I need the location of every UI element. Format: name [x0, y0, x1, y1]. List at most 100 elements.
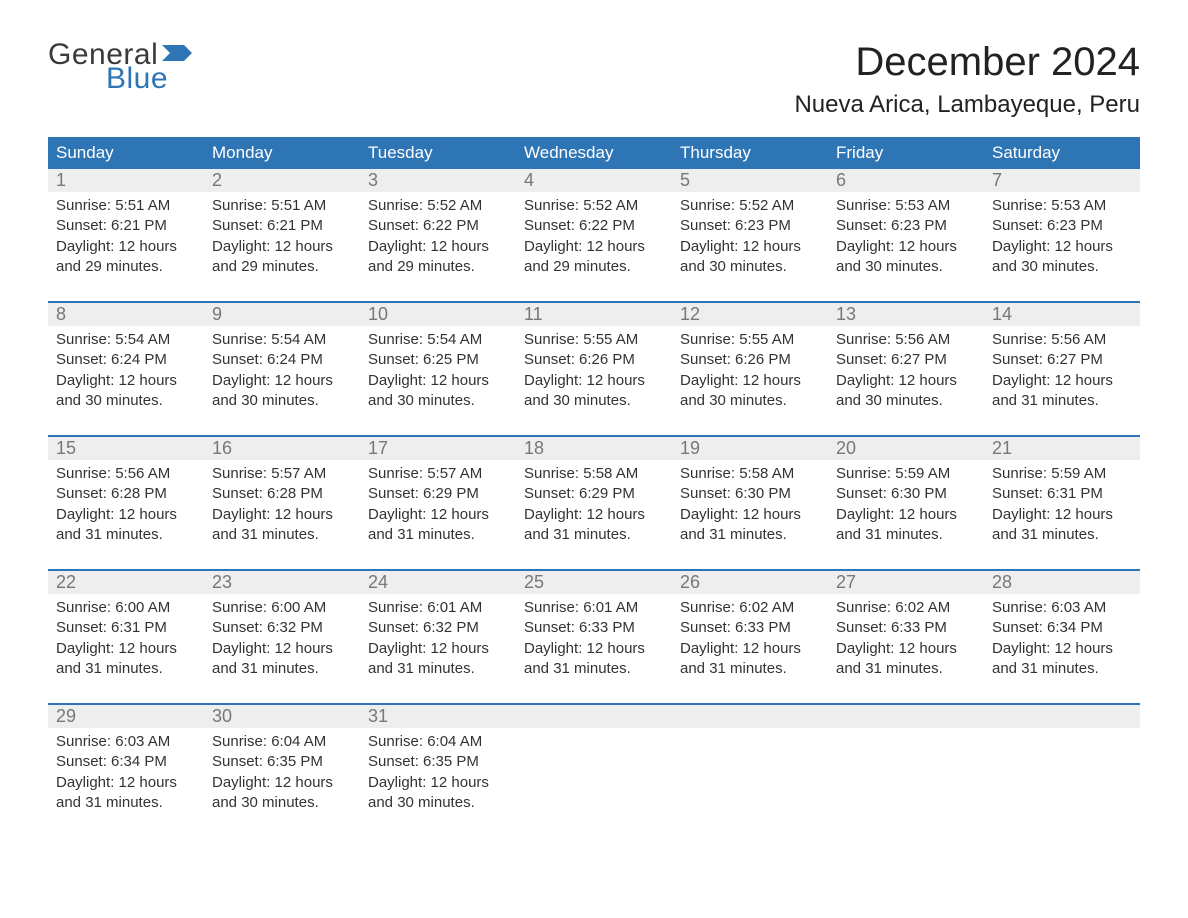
sunset-line: Sunset: 6:23 PM — [992, 216, 1132, 236]
daylight-line-1: Daylight: 12 hours — [56, 505, 196, 525]
day-cell: Sunrise: 5:57 AMSunset: 6:29 PMDaylight:… — [360, 460, 516, 555]
day-cell: Sunrise: 5:52 AMSunset: 6:22 PMDaylight:… — [516, 192, 672, 287]
sunrise-line: Sunrise: 5:55 AM — [680, 330, 820, 350]
daylight-line-2: and 31 minutes. — [56, 793, 196, 813]
day-cell: Sunrise: 5:54 AMSunset: 6:25 PMDaylight:… — [360, 326, 516, 421]
daylight-line-2: and 30 minutes. — [368, 793, 508, 813]
day-number: 12 — [672, 303, 828, 326]
week-row: 22232425262728Sunrise: 6:00 AMSunset: 6:… — [48, 569, 1140, 689]
sunrise-line: Sunrise: 5:56 AM — [836, 330, 976, 350]
sunrise-line: Sunrise: 5:57 AM — [368, 464, 508, 484]
daylight-line-1: Daylight: 12 hours — [992, 639, 1132, 659]
daynum-row: 1234567 — [48, 169, 1140, 192]
sunset-line: Sunset: 6:30 PM — [680, 484, 820, 504]
sunset-line: Sunset: 6:29 PM — [368, 484, 508, 504]
dow-label: Saturday — [984, 137, 1140, 169]
week-row: 15161718192021Sunrise: 5:56 AMSunset: 6:… — [48, 435, 1140, 555]
daylight-line-1: Daylight: 12 hours — [680, 639, 820, 659]
daylight-line-1: Daylight: 12 hours — [212, 639, 352, 659]
day-cell: Sunrise: 5:56 AMSunset: 6:28 PMDaylight:… — [48, 460, 204, 555]
logo-text-blue: Blue — [106, 64, 196, 94]
day-number: 31 — [360, 705, 516, 728]
day-cell: Sunrise: 6:04 AMSunset: 6:35 PMDaylight:… — [360, 728, 516, 823]
daylight-line-2: and 31 minutes. — [56, 525, 196, 545]
sunrise-line: Sunrise: 6:03 AM — [992, 598, 1132, 618]
sunrise-line: Sunrise: 5:56 AM — [992, 330, 1132, 350]
day-cell: Sunrise: 5:58 AMSunset: 6:30 PMDaylight:… — [672, 460, 828, 555]
daylight-line-2: and 31 minutes. — [992, 391, 1132, 411]
day-cell: Sunrise: 5:54 AMSunset: 6:24 PMDaylight:… — [204, 326, 360, 421]
sunset-line: Sunset: 6:24 PM — [56, 350, 196, 370]
sunset-line: Sunset: 6:33 PM — [680, 618, 820, 638]
day-cell: Sunrise: 5:52 AMSunset: 6:23 PMDaylight:… — [672, 192, 828, 287]
day-number — [516, 705, 672, 728]
sunrise-line: Sunrise: 6:03 AM — [56, 732, 196, 752]
dow-label: Sunday — [48, 137, 204, 169]
daylight-line-1: Daylight: 12 hours — [212, 505, 352, 525]
daylight-line-1: Daylight: 12 hours — [212, 371, 352, 391]
day-number: 29 — [48, 705, 204, 728]
sunset-line: Sunset: 6:34 PM — [56, 752, 196, 772]
sunset-line: Sunset: 6:23 PM — [680, 216, 820, 236]
sunrise-line: Sunrise: 5:59 AM — [836, 464, 976, 484]
daynum-row: 15161718192021 — [48, 437, 1140, 460]
day-cell: Sunrise: 5:51 AMSunset: 6:21 PMDaylight:… — [204, 192, 360, 287]
daylight-line-1: Daylight: 12 hours — [368, 237, 508, 257]
day-number: 24 — [360, 571, 516, 594]
sunset-line: Sunset: 6:30 PM — [836, 484, 976, 504]
week-row: 891011121314Sunrise: 5:54 AMSunset: 6:24… — [48, 301, 1140, 421]
daylight-line-1: Daylight: 12 hours — [56, 371, 196, 391]
daylight-line-2: and 31 minutes. — [368, 525, 508, 545]
day-number — [984, 705, 1140, 728]
daylight-line-1: Daylight: 12 hours — [680, 237, 820, 257]
day-number: 16 — [204, 437, 360, 460]
day-number: 13 — [828, 303, 984, 326]
daylight-line-2: and 30 minutes. — [56, 391, 196, 411]
title-block: December 2024 Nueva Arica, Lambayeque, P… — [794, 40, 1140, 119]
daylight-line-2: and 31 minutes. — [212, 659, 352, 679]
sunrise-line: Sunrise: 6:02 AM — [680, 598, 820, 618]
calendar: SundayMondayTuesdayWednesdayThursdayFrid… — [48, 137, 1140, 823]
day-cell: Sunrise: 6:01 AMSunset: 6:33 PMDaylight:… — [516, 594, 672, 689]
sunset-line: Sunset: 6:21 PM — [212, 216, 352, 236]
day-cell: Sunrise: 5:53 AMSunset: 6:23 PMDaylight:… — [984, 192, 1140, 287]
sunset-line: Sunset: 6:23 PM — [836, 216, 976, 236]
daylight-line-1: Daylight: 12 hours — [56, 237, 196, 257]
day-number: 8 — [48, 303, 204, 326]
day-cell — [828, 728, 984, 823]
daynum-row: 891011121314 — [48, 303, 1140, 326]
sunset-line: Sunset: 6:27 PM — [992, 350, 1132, 370]
day-number: 28 — [984, 571, 1140, 594]
day-number: 2 — [204, 169, 360, 192]
sunset-line: Sunset: 6:26 PM — [680, 350, 820, 370]
daylight-line-1: Daylight: 12 hours — [524, 639, 664, 659]
day-number: 1 — [48, 169, 204, 192]
daylight-line-2: and 30 minutes. — [212, 391, 352, 411]
day-number: 27 — [828, 571, 984, 594]
daylight-line-1: Daylight: 12 hours — [524, 371, 664, 391]
daylight-line-1: Daylight: 12 hours — [524, 505, 664, 525]
day-cell: Sunrise: 5:59 AMSunset: 6:31 PMDaylight:… — [984, 460, 1140, 555]
daylight-line-1: Daylight: 12 hours — [680, 371, 820, 391]
day-number: 5 — [672, 169, 828, 192]
sunset-line: Sunset: 6:35 PM — [368, 752, 508, 772]
sunset-line: Sunset: 6:26 PM — [524, 350, 664, 370]
day-number: 9 — [204, 303, 360, 326]
dow-label: Friday — [828, 137, 984, 169]
sunrise-line: Sunrise: 5:56 AM — [56, 464, 196, 484]
day-number: 21 — [984, 437, 1140, 460]
dow-row: SundayMondayTuesdayWednesdayThursdayFrid… — [48, 137, 1140, 169]
daylight-line-1: Daylight: 12 hours — [992, 505, 1132, 525]
day-number: 17 — [360, 437, 516, 460]
sunrise-line: Sunrise: 6:02 AM — [836, 598, 976, 618]
day-cell: Sunrise: 5:51 AMSunset: 6:21 PMDaylight:… — [48, 192, 204, 287]
day-number — [828, 705, 984, 728]
sunrise-line: Sunrise: 5:52 AM — [368, 196, 508, 216]
day-cell: Sunrise: 5:55 AMSunset: 6:26 PMDaylight:… — [516, 326, 672, 421]
daylight-line-1: Daylight: 12 hours — [368, 371, 508, 391]
daylight-line-2: and 29 minutes. — [212, 257, 352, 277]
daylight-line-1: Daylight: 12 hours — [836, 505, 976, 525]
daylight-line-2: and 31 minutes. — [836, 659, 976, 679]
day-cell: Sunrise: 6:02 AMSunset: 6:33 PMDaylight:… — [828, 594, 984, 689]
daynum-row: 293031 — [48, 705, 1140, 728]
